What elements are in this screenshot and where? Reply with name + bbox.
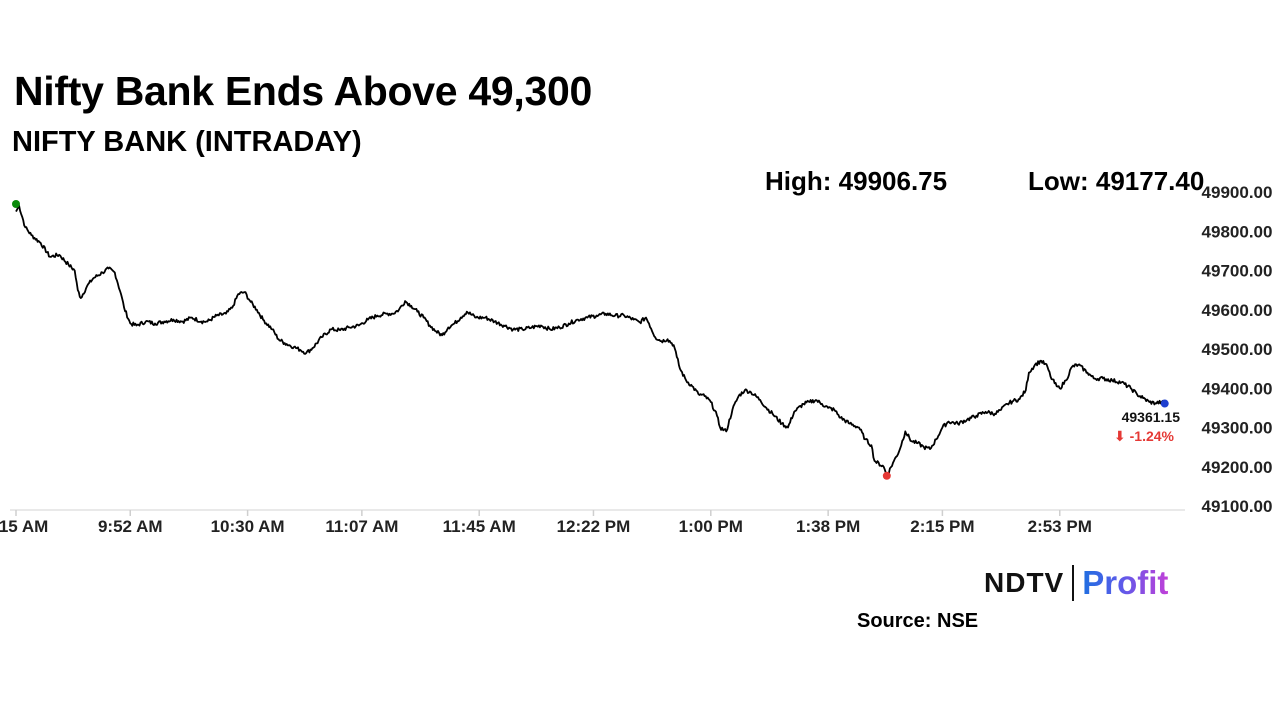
low-value: Low: 49177.40 — [1028, 166, 1205, 196]
chart-subtitle: NIFTY BANK (INTRADAY) — [12, 126, 362, 158]
logo-ndtv-text: NDTV — [984, 567, 1065, 598]
x-tick-label: 10:30 AM — [211, 517, 285, 536]
y-tick-label: 49900.00 — [1202, 183, 1273, 202]
y-tick-label: 49100.00 — [1202, 497, 1273, 516]
logo-divider — [1072, 565, 1075, 601]
last-value-label: 49361.15 — [1122, 409, 1181, 425]
price-line — [15, 204, 1166, 477]
low-marker — [882, 471, 891, 480]
y-tick-label: 49400.00 — [1202, 379, 1273, 398]
x-tick-label: 9:15 AM — [0, 517, 48, 536]
end-marker — [1160, 399, 1169, 408]
x-tick-label: 1:00 PM — [679, 517, 743, 536]
plot-area — [12, 200, 1169, 480]
x-tick-label: 1:38 PM — [796, 517, 860, 536]
ndtv-profit-logo: NDTV Profit — [984, 564, 1168, 608]
x-tick-label: 2:53 PM — [1028, 517, 1092, 536]
page-title: Nifty Bank Ends Above 49,300 — [14, 68, 592, 114]
y-tick-label: 49500.00 — [1202, 340, 1273, 359]
source-note: Source: NSE — [857, 610, 979, 632]
y-tick-label: 49600.00 — [1202, 301, 1273, 320]
x-tick-label: 9:52 AM — [98, 517, 163, 536]
y-tick-label: 49200.00 — [1202, 458, 1273, 477]
start-marker — [12, 200, 20, 208]
y-tick-label: 49300.00 — [1202, 419, 1273, 438]
y-axis-ticks: 49900.00 49800.00 49700.00 49600.00 49500.00… — [1202, 183, 1273, 516]
x-tick-label: 11:45 AM — [443, 517, 516, 536]
change-label: ⬇ -1.24% — [1114, 428, 1175, 444]
x-tick-label: 11:07 AM — [325, 517, 398, 536]
logo-profit-text: Profit — [1082, 564, 1169, 601]
y-tick-label: 49700.00 — [1202, 262, 1273, 281]
y-tick-label: 49800.00 — [1202, 222, 1273, 241]
high-value: High: 49906.75 — [765, 166, 948, 196]
x-tick-label: 12:22 PM — [557, 517, 631, 536]
x-tick-label: 2:15 PM — [910, 517, 974, 536]
x-axis: 9:15 AM 9:52 AM 10:30 AM 11:07 AM 11:45 AM 12… — [0, 509, 1185, 536]
